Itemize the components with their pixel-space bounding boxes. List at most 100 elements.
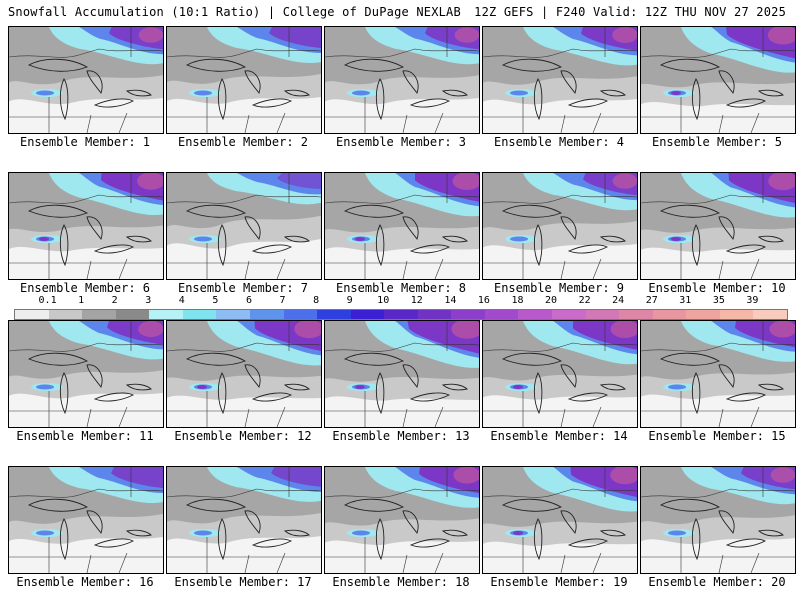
- colorbar-swatch: [115, 310, 150, 319]
- ensemble-member-1-map: [8, 26, 164, 134]
- snowfall-map: [641, 467, 795, 573]
- ensemble-member-4-map: [482, 26, 638, 134]
- colorbar-swatch: [249, 310, 284, 319]
- ensemble-member-label: Ensemble Member: 3: [335, 135, 467, 149]
- colorbar-swatch: [384, 310, 418, 319]
- ensemble-member-label: Ensemble Member: 13: [332, 429, 470, 443]
- colorbar-swatch: [417, 310, 452, 319]
- snowfall-map: [9, 27, 163, 133]
- ensemble-member-6-map: [8, 172, 164, 280]
- ensemble-member-label: Ensemble Member: 14: [490, 429, 628, 443]
- snowfall-map: [325, 173, 479, 279]
- snowfall-colorbar: [14, 309, 788, 320]
- ensemble-member-label: Ensemble Member: 11: [16, 429, 154, 443]
- colorbar-swatch: [753, 310, 787, 319]
- ensemble-member-9-map: [482, 172, 638, 280]
- colorbar-tick: 39: [746, 295, 759, 306]
- colorbar-swatch: [350, 310, 385, 319]
- ensemble-member-5-map: [640, 26, 796, 134]
- ensemble-member-17-map: [166, 466, 322, 574]
- colorbar-tick: 10: [377, 295, 390, 306]
- ensemble-member-label: Ensemble Member: 4: [493, 135, 625, 149]
- colorbar-swatch: [619, 310, 653, 319]
- colorbar-swatch: [686, 310, 720, 319]
- colorbar-tick: 1: [78, 295, 85, 306]
- colorbar-tick: 0.1: [38, 295, 57, 306]
- colorbar-swatch: [652, 310, 687, 319]
- colorbar-tick: 35: [712, 295, 725, 306]
- colorbar-tick: 3: [145, 295, 152, 306]
- colorbar-swatch: [82, 310, 116, 319]
- colorbar-swatch: [182, 310, 217, 319]
- ensemble-member-15-map: [640, 320, 796, 428]
- ensemble-member-label: Ensemble Member: 7: [177, 281, 309, 295]
- ensemble-member-11-map: [8, 320, 164, 428]
- colorbar-tick: 7: [279, 295, 286, 306]
- snowfall-map: [9, 321, 163, 427]
- colorbar-tick: 6: [245, 295, 252, 306]
- ensemble-member-label: Ensemble Member: 9: [493, 281, 625, 295]
- snowfall-map: [325, 321, 479, 427]
- ensemble-member-10-map: [640, 172, 796, 280]
- colorbar-swatch: [317, 310, 351, 319]
- snowfall-map: [167, 467, 321, 573]
- ensemble-member-13-map: [324, 320, 480, 428]
- colorbar-tick: 31: [679, 295, 692, 306]
- snowfall-map: [167, 321, 321, 427]
- ensemble-member-19-map: [482, 466, 638, 574]
- colorbar-tick: 4: [178, 295, 185, 306]
- snowfall-map: [167, 27, 321, 133]
- colorbar-tick: 22: [578, 295, 591, 306]
- colorbar-swatch: [719, 310, 754, 319]
- snowfall-map: [167, 173, 321, 279]
- colorbar-swatch: [484, 310, 519, 319]
- ensemble-member-18-map: [324, 466, 480, 574]
- snowfall-map: [9, 467, 163, 573]
- colorbar-tick: 9: [346, 295, 353, 306]
- ensemble-member-2-map: [166, 26, 322, 134]
- ensemble-member-label: Ensemble Member: 17: [174, 575, 312, 589]
- colorbar-tick-labels: 0.1 1 2 3 4 5 6 7 8 9 10 12 14 16 18 20 22 24 27 31 35 39: [14, 295, 786, 307]
- colorbar-swatch: [585, 310, 620, 319]
- ensemble-member-14-map: [482, 320, 638, 428]
- snowfall-map: [641, 173, 795, 279]
- colorbar-swatch: [48, 310, 83, 319]
- colorbar-swatch: [518, 310, 552, 319]
- colorbar-swatch: [283, 310, 318, 319]
- colorbar-tick: 27: [645, 295, 658, 306]
- colorbar-tick: 24: [612, 295, 625, 306]
- colorbar-tick: 2: [111, 295, 118, 306]
- colorbar-tick: 20: [545, 295, 558, 306]
- ensemble-member-16-map: [8, 466, 164, 574]
- colorbar-tick: 5: [212, 295, 219, 306]
- colorbar-tick: 12: [410, 295, 423, 306]
- ensemble-member-label: Ensemble Member: 15: [648, 429, 786, 443]
- colorbar-tick: 18: [511, 295, 524, 306]
- ensemble-member-label: Ensemble Member: 8: [335, 281, 467, 295]
- colorbar-swatch: [149, 310, 183, 319]
- snowfall-map: [325, 467, 479, 573]
- snowfall-map: [483, 467, 637, 573]
- snowfall-map: [325, 27, 479, 133]
- ensemble-member-20-map: [640, 466, 796, 574]
- colorbar-swatch: [552, 310, 586, 319]
- product-title: Snowfall Accumulation (10:1 Ratio) | Col…: [8, 5, 461, 19]
- ensemble-member-label: Ensemble Member: 1: [19, 135, 151, 149]
- ensemble-member-label: Ensemble Member: 6: [19, 281, 151, 295]
- colorbar-swatch: [15, 310, 49, 319]
- model-run-info: 12Z GEFS | F240 Valid: 12Z THU NOV 27 20…: [474, 5, 786, 19]
- colorbar-swatch: [451, 310, 485, 319]
- ensemble-member-label: Ensemble Member: 20: [648, 575, 786, 589]
- ensemble-member-label: Ensemble Member: 19: [490, 575, 628, 589]
- colorbar-tick: 16: [477, 295, 490, 306]
- snowfall-map: [641, 321, 795, 427]
- ensemble-member-7-map: [166, 172, 322, 280]
- ensemble-member-label: Ensemble Member: 18: [332, 575, 470, 589]
- colorbar-tick: 8: [313, 295, 320, 306]
- snowfall-map: [641, 27, 795, 133]
- snowfall-map: [9, 173, 163, 279]
- ensemble-member-label: Ensemble Member: 10: [648, 281, 786, 295]
- ensemble-member-label: Ensemble Member: 12: [174, 429, 312, 443]
- colorbar-swatch: [216, 310, 250, 319]
- snowfall-map: [483, 27, 637, 133]
